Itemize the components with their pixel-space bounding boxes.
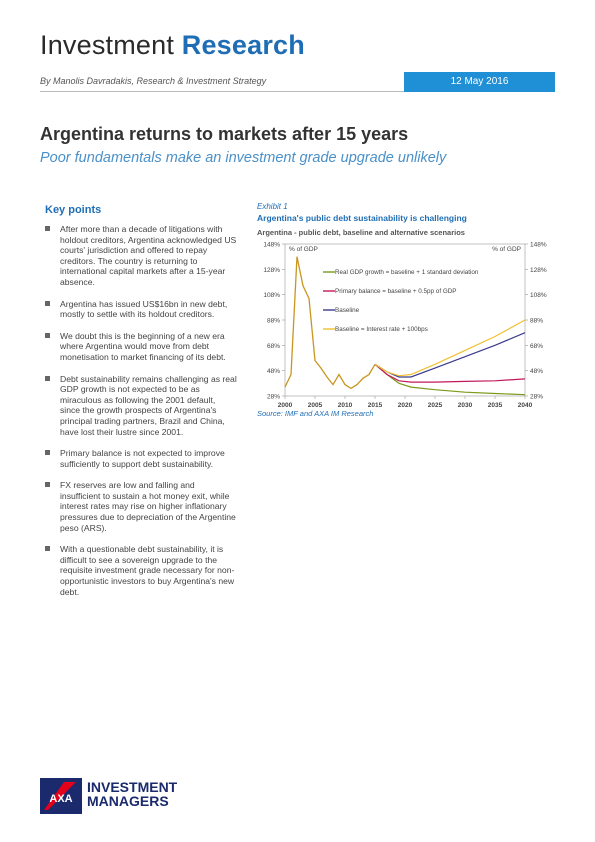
logo-letters: AXA [49, 793, 72, 805]
plot-frame [284, 243, 526, 397]
square-bullet-icon [45, 226, 50, 231]
square-bullet-icon [45, 482, 50, 488]
x-tick-label: 2020 [398, 402, 413, 408]
exhibit-label: Exhibit 1 [257, 202, 288, 211]
y-tick-label-right: 28% [530, 394, 543, 401]
brand-name: INVESTMENT MANAGERS [87, 780, 177, 808]
x-tick-label: 2010 [338, 402, 353, 408]
byline: By Manolis Davradakis, Research & Invest… [40, 76, 267, 86]
publication-title: Investment Research [40, 30, 305, 61]
header-rule [40, 91, 555, 92]
key-point-item: Argentina has issued US$16bn in new debt… [45, 299, 237, 320]
key-point-text: Primary balance is not expected to impro… [60, 448, 225, 469]
chart-subtitle: Argentina - public debt, baseline and al… [257, 228, 465, 237]
y-tick-label-left: 48% [267, 368, 280, 375]
series-line-2 [374, 363, 526, 383]
key-point-item: FX reserves are low and falling and insu… [45, 480, 237, 533]
article-title: Argentina returns to markets after 15 ye… [40, 124, 409, 144]
exhibit-source: Source: IMF and AXA IM Research [257, 409, 374, 418]
y-tick-label-right: 148% [530, 242, 547, 249]
key-point-item: We doubt this is the beginning of a new … [45, 331, 237, 363]
x-tick-label: 2035 [488, 402, 503, 408]
article-subtitle: Poor fundamentals make an investment gra… [40, 150, 447, 166]
y-tick-label-left: 28% [267, 394, 280, 401]
chart-series [284, 256, 526, 396]
y-tick-label-left: 108% [263, 292, 280, 299]
legend-label-1: Real GDP growth = baseline + 1 standard … [335, 269, 479, 276]
square-bullet-icon [45, 450, 50, 456]
y-tick-label-left: 148% [263, 242, 280, 249]
y-axis-label-right: % of GDP [492, 246, 521, 253]
key-points-list: After more than a decade of litigations … [45, 224, 237, 608]
key-point-item: Primary balance is not expected to impro… [45, 448, 237, 469]
publication-title-accent: Research [181, 30, 305, 60]
y-tick-label-right: 128% [530, 267, 547, 274]
y-tick-label-left: 68% [267, 343, 280, 350]
legend-label-4: Baseline = Interest rate + 100bps [335, 326, 428, 333]
y-axis-label-left: % of GDP [289, 246, 318, 253]
publication-title-plain: Investment [40, 30, 175, 60]
date-badge: 12 May 2016 [404, 72, 555, 92]
square-bullet-icon [45, 300, 50, 306]
brand-line-2: MANAGERS [87, 793, 169, 809]
x-tick-label: 2025 [428, 402, 443, 408]
x-tick-label: 2040 [518, 402, 533, 408]
axa-logo-icon: AXA [40, 778, 82, 814]
history-line [284, 256, 376, 390]
legend-label-2: Primary balance = baseline + 0.5pp of GD… [335, 288, 456, 295]
key-point-text: FX reserves are low and falling and insu… [60, 480, 236, 533]
key-points-heading: Key points [45, 204, 102, 216]
key-point-item: Debt sustainability remains challenging … [45, 374, 237, 438]
y-tick-label-right: 108% [530, 292, 547, 299]
y-tick-label-right: 68% [530, 343, 543, 350]
debt-chart: 28% 28% 48% 48% 68% 68% 88% 88% 108% 108% 128% 128%… [263, 242, 546, 409]
square-bullet-icon [45, 375, 50, 381]
y-tick-label-left: 88% [267, 318, 280, 325]
key-point-text: Argentina has issued US$16bn in new debt… [60, 298, 228, 320]
y-tick-label-right: 48% [530, 368, 543, 375]
square-bullet-icon [45, 546, 50, 552]
exhibit-title: Argentina's public debt sustainability i… [257, 213, 467, 223]
key-point-text: After more than a decade of litigations … [60, 224, 237, 287]
brand-line-1: INVESTMENT [87, 779, 178, 795]
legend-label-3: Baseline [335, 307, 360, 314]
key-point-item: After more than a decade of litigations … [45, 224, 237, 288]
x-tick-label: 2005 [308, 402, 323, 408]
key-point-item: With a questionable debt sustainability,… [45, 544, 237, 597]
y-tick-label-left: 128% [263, 267, 280, 274]
y-tick-label-right: 88% [530, 318, 543, 325]
x-tick-label: 2000 [278, 402, 293, 408]
key-point-text: Debt sustainability remains challenging … [60, 373, 237, 437]
x-tick-label: 2030 [458, 402, 473, 408]
key-point-text: With a questionable debt sustainability,… [60, 544, 235, 597]
series-line-3 [374, 332, 526, 378]
key-point-text: We doubt this is the beginning of a new … [60, 330, 226, 362]
chart-legend: Real GDP growth = baseline + 1 standard … [323, 269, 479, 333]
series-line-4 [374, 319, 526, 377]
chart-axes: 28% 28% 48% 48% 68% 68% 88% 88% 108% 108% 128% 128%… [263, 242, 546, 409]
x-tick-label: 2015 [368, 402, 383, 408]
square-bullet-icon [45, 332, 50, 338]
